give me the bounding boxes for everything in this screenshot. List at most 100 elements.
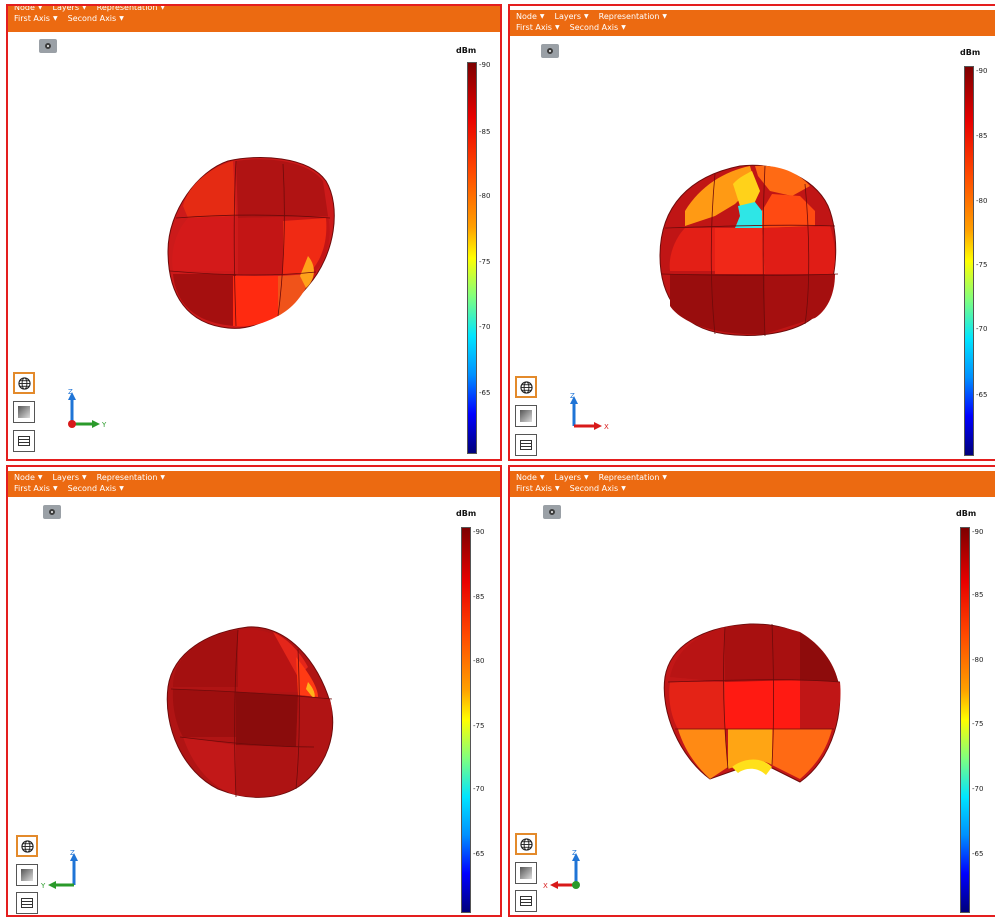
- colorbar: [461, 527, 471, 913]
- caret-down-icon: ▼: [52, 485, 58, 492]
- colorbar-tick: -90: [976, 67, 988, 75]
- colorbar: [964, 66, 974, 456]
- z-axis-label: Z: [570, 392, 575, 400]
- node-menu[interactable]: Node ▼: [14, 4, 43, 12]
- representation-menu[interactable]: Representation ▼: [96, 4, 166, 12]
- first-axis-menu[interactable]: First Axis ▼: [516, 484, 560, 493]
- surface-view-button[interactable]: [515, 405, 537, 427]
- camera-icon: [49, 509, 55, 515]
- caret-down-icon: ▼: [160, 474, 166, 481]
- colorbar: [960, 527, 970, 913]
- representation-menu[interactable]: Representation ▼: [598, 12, 668, 21]
- caret-down-icon: ▼: [621, 485, 626, 492]
- globe-icon: [519, 837, 533, 851]
- viewer-panel-bottom-left: Node ▼ Layers ▼ Representation ▼ First Axis…: [6, 465, 502, 917]
- y-axis-label: Y: [40, 882, 46, 890]
- colorbar-tick: -85: [976, 132, 988, 140]
- colorbar-tick: -65: [972, 850, 984, 858]
- globe-view-button[interactable]: [515, 833, 537, 855]
- colorbar-tick: -70: [972, 785, 984, 793]
- second-axis-menu[interactable]: Second Axis ▼: [67, 14, 124, 23]
- colorbar-tick: -65: [473, 850, 485, 858]
- table-view-button[interactable]: [16, 892, 38, 914]
- first-axis-menu[interactable]: First Axis ▼: [14, 484, 58, 493]
- colorbar-tick: -80: [473, 657, 485, 665]
- camera-button[interactable]: [43, 505, 61, 519]
- colorbar-tick: -70: [479, 323, 491, 331]
- radiation-pattern-3d: [659, 164, 839, 337]
- node-menu[interactable]: Node ▼: [516, 12, 545, 21]
- layers-menu[interactable]: Layers ▼: [554, 473, 589, 482]
- caret-down-icon: ▼: [554, 485, 560, 492]
- caret-down-icon: ▼: [584, 474, 589, 481]
- caret-down-icon: ▼: [37, 4, 43, 11]
- camera-button[interactable]: [39, 39, 57, 53]
- viewer-toolbar: Node ▼ Layers ▼ Representation ▼ First Axis…: [8, 6, 500, 32]
- colorbar-tick: -90: [479, 61, 491, 69]
- layers-menu[interactable]: Layers ▼: [52, 4, 87, 12]
- radiation-pattern-3d: [167, 157, 335, 329]
- colorbar-tick: -85: [479, 128, 491, 136]
- surface-view-button[interactable]: [515, 862, 537, 884]
- caret-down-icon: ▼: [82, 4, 87, 11]
- first-axis-menu[interactable]: First Axis ▼: [516, 23, 560, 32]
- table-view-button[interactable]: [515, 434, 537, 456]
- representation-menu[interactable]: Representation ▼: [96, 473, 166, 482]
- surface-view-button[interactable]: [16, 864, 38, 886]
- globe-view-button[interactable]: [515, 376, 537, 398]
- y-axis-label: Y: [101, 421, 107, 429]
- table-icon: [18, 436, 30, 446]
- z-axis-label: Z: [68, 388, 73, 396]
- second-axis-menu[interactable]: Second Axis ▼: [569, 23, 626, 32]
- axis-triad: Z Y: [68, 388, 107, 429]
- first-axis-menu[interactable]: First Axis ▼: [14, 14, 58, 23]
- surface-icon: [21, 869, 33, 881]
- globe-icon: [17, 376, 31, 390]
- caret-down-icon: ▼: [621, 24, 626, 31]
- axis-triad: Z X: [543, 849, 580, 890]
- colorbar-tick: -65: [479, 389, 491, 397]
- colorbar-tick: -90: [972, 528, 984, 536]
- camera-button[interactable]: [541, 44, 559, 58]
- axis-triad: Z Y: [40, 849, 78, 890]
- colorbar-tick: -85: [473, 593, 485, 601]
- viewer-toolbar: Node ▼ Layers ▼ Representation ▼ First Axis…: [510, 471, 995, 497]
- x-axis-label: X: [604, 423, 609, 431]
- table-view-button[interactable]: [515, 890, 537, 912]
- globe-view-button[interactable]: [16, 835, 38, 857]
- table-icon: [520, 440, 532, 450]
- colorbar-unit: dBm: [456, 509, 477, 518]
- surface-view-button[interactable]: [13, 401, 35, 423]
- caret-down-icon: ▼: [539, 13, 545, 20]
- node-menu[interactable]: Node ▼: [516, 473, 545, 482]
- viewer-toolbar: Node ▼ Layers ▼ Representation ▼ First Axis…: [510, 10, 995, 36]
- viewer-toolbar: Node ▼ Layers ▼ Representation ▼ First Axis…: [8, 471, 500, 497]
- colorbar-tick: -80: [972, 656, 984, 664]
- colorbar-tick: -65: [976, 391, 988, 399]
- caret-down-icon: ▼: [160, 4, 166, 11]
- surface-icon: [520, 867, 532, 879]
- caret-down-icon: ▼: [554, 24, 560, 31]
- colorbar-tick: -85: [972, 591, 984, 599]
- globe-view-button[interactable]: [13, 372, 35, 394]
- caret-down-icon: ▼: [584, 13, 589, 20]
- camera-button[interactable]: [543, 505, 561, 519]
- colorbar-unit: dBm: [456, 46, 477, 55]
- colorbar-tick: -70: [473, 785, 485, 793]
- camera-icon: [45, 43, 51, 49]
- caret-down-icon: ▼: [662, 13, 668, 20]
- table-icon: [21, 898, 33, 908]
- layers-menu[interactable]: Layers ▼: [52, 473, 87, 482]
- second-axis-menu[interactable]: Second Axis ▼: [67, 484, 124, 493]
- node-menu[interactable]: Node ▼: [14, 473, 43, 482]
- second-axis-menu[interactable]: Second Axis ▼: [569, 484, 626, 493]
- z-axis-label: Z: [70, 849, 75, 857]
- table-view-button[interactable]: [13, 430, 35, 452]
- colorbar-tick: -80: [976, 197, 988, 205]
- colorbar-unit: dBm: [956, 509, 977, 518]
- colorbar-unit: dBm: [960, 48, 981, 57]
- caret-down-icon: ▼: [119, 15, 124, 22]
- layers-menu[interactable]: Layers ▼: [554, 12, 589, 21]
- caret-down-icon: ▼: [119, 485, 124, 492]
- representation-menu[interactable]: Representation ▼: [598, 473, 668, 482]
